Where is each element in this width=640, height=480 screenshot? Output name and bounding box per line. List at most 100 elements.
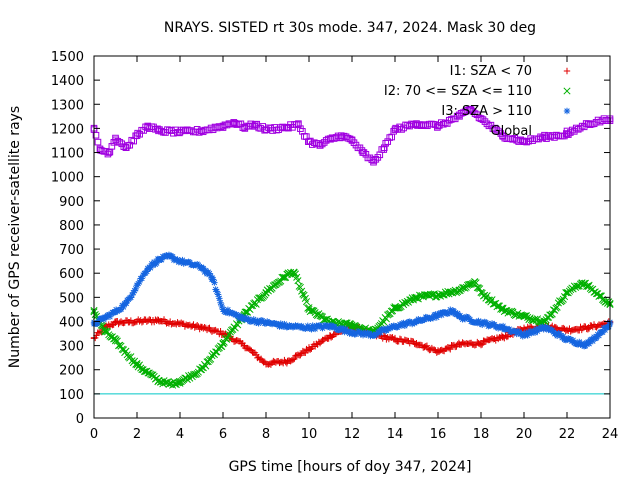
series-sample-point (320, 139, 328, 146)
series-sample-point (94, 138, 102, 146)
y-tick-label: 1100 (51, 147, 84, 162)
series-sample-point (219, 306, 227, 313)
series-sample-point (132, 285, 139, 293)
series-sample-point (466, 316, 474, 323)
series-sample-point (347, 328, 354, 336)
series-sample-point (358, 329, 366, 336)
series-sample-point (383, 327, 390, 334)
y-tick-label: 900 (59, 195, 84, 210)
series-sample-point (174, 256, 181, 263)
series-sample-point (116, 139, 124, 146)
series-sample-point (447, 346, 454, 353)
series-sample-point (477, 341, 485, 349)
series-sample-point (515, 328, 523, 336)
series-sample-point (296, 283, 304, 291)
series-sample-point (398, 126, 405, 133)
series-sample-point (289, 356, 297, 363)
series-sample-point (331, 323, 338, 331)
series-sample-point (218, 302, 225, 310)
series-sample-point (576, 124, 584, 132)
series-sample-point (604, 324, 611, 331)
series-sample-point (276, 323, 283, 330)
series-sample-point (447, 116, 455, 123)
y-tick-label: 1400 (51, 74, 84, 89)
x-axis-title: GPS time [hours of doy 347, 2024] (229, 459, 472, 475)
series-sample-point (295, 120, 302, 127)
series-sample-point (437, 309, 444, 317)
series-3 (90, 251, 614, 350)
series-sample-point (562, 289, 570, 297)
series-sample-point (211, 279, 218, 286)
y-tick-label: 1300 (51, 98, 84, 113)
series-sample-point (128, 291, 136, 299)
series-sample-point (366, 330, 373, 337)
series-sample-point (213, 288, 221, 295)
series-sample-point (207, 272, 214, 280)
y-tick-label: 1200 (51, 122, 84, 137)
series-sample-point (209, 276, 217, 283)
series-sample-point (494, 302, 502, 310)
x-tick-label: 8 (262, 427, 270, 442)
series-sample-point (495, 128, 503, 135)
series-sample-point (92, 131, 100, 139)
series-sample-point (98, 147, 106, 155)
series-sample-point (380, 146, 388, 153)
series-sample-point (234, 312, 241, 319)
series-sample-point (106, 313, 114, 320)
series-sample-point (380, 332, 388, 339)
series-sample-point (498, 324, 506, 332)
series-sample-point (147, 264, 154, 272)
series-sample-point (386, 134, 394, 141)
series-sample-point (475, 114, 483, 122)
series-sample-point (433, 314, 440, 321)
y-tick-label: 700 (59, 243, 84, 258)
series-sample-point (483, 292, 491, 300)
series-sample-point (491, 124, 499, 132)
series-sample-point (557, 332, 565, 339)
x-tick-label: 2 (133, 427, 141, 442)
series-sample-point (380, 318, 388, 326)
series-sample-point (239, 339, 246, 347)
series-sample-point (194, 322, 201, 329)
series-sample-point (136, 278, 143, 286)
x-tick-label: 18 (473, 427, 490, 442)
series-sample-point (450, 308, 458, 315)
series-sample-point (372, 156, 380, 163)
series-sample-point (423, 342, 431, 349)
series-sample-point (358, 147, 366, 154)
legend-marker (563, 127, 571, 135)
series-layer (90, 105, 614, 389)
series-sample-point (524, 332, 531, 339)
series-sample-point (252, 300, 260, 308)
series-sample-point (111, 309, 119, 316)
series-sample-point (456, 312, 464, 319)
series-sample-point (483, 120, 491, 128)
series-4 (90, 105, 614, 166)
x-tick-label: 20 (516, 427, 533, 442)
series-sample-point (123, 351, 131, 359)
series-sample-point (308, 326, 315, 333)
series-sample-point (387, 307, 395, 315)
series-sample-point (377, 329, 384, 337)
y-tick-label: 100 (59, 388, 84, 403)
series-sample-point (140, 367, 148, 375)
series-sample-point (445, 309, 453, 316)
series-sample-point (295, 323, 303, 331)
x-tick-label: 22 (559, 427, 576, 442)
series-sample-point (477, 318, 485, 326)
series-sample-point (104, 150, 112, 158)
series-sample-point (223, 308, 230, 316)
series-sample-point (439, 120, 447, 128)
series-sample-point (293, 121, 300, 128)
series-sample-point (407, 296, 415, 304)
series-sample-point (285, 124, 292, 132)
series-sample-point (375, 327, 383, 335)
series-sample-point (539, 323, 546, 331)
series-sample-point (206, 270, 213, 277)
series-sample-point (601, 326, 609, 334)
series-sample-point (489, 300, 497, 308)
legend: I1: SZA < 70 I2: 70 <= SZA <= 110 I3: SZA … (384, 64, 571, 139)
y-tick-label: 1000 (51, 171, 84, 186)
series-sample-point (344, 134, 352, 142)
